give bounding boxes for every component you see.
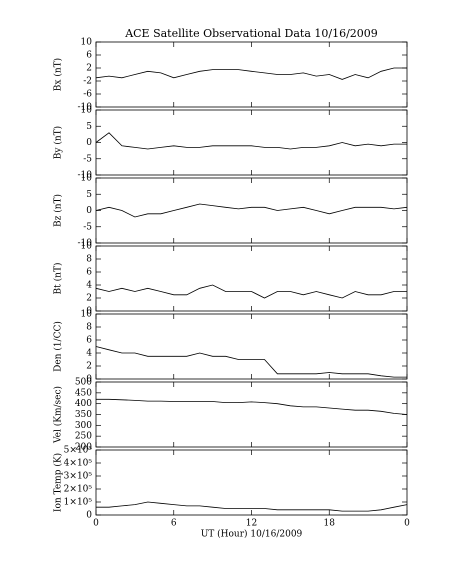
y-tick-label: 4 [86,349,92,359]
panel-frame [95,41,408,108]
y-tick-label: -5 [83,222,92,232]
y-tick-label: -10 [78,103,93,113]
panel-frame [95,109,408,176]
y-tick-label: 10 [81,174,93,184]
y-tick-label: 8 [86,323,92,333]
y-tick-label: 8 [86,255,92,265]
y-tick-label: 5 [86,122,92,132]
panel-frame [95,245,408,312]
y-axis-label: Bx (nT) [53,58,64,91]
y-tick-label: 400 [75,399,92,409]
y-axis-label: Den (1/CC) [53,321,64,372]
x-tick-label: 6 [171,519,177,529]
panel-frame [95,449,408,516]
y-tick-label: 10 [81,310,93,320]
y-tick-label: -5 [83,154,92,164]
data-line [95,67,407,80]
y-tick-label: 10 [81,106,93,116]
y-axis-label: Bt (nT) [53,263,64,295]
y-tick-label: 300 [75,421,92,431]
data-line [95,203,408,218]
y-tick-label: 0 [86,307,92,317]
y-tick-label: 2 [86,294,92,304]
y-tick-label: 5×10⁵ [64,446,93,456]
y-tick-label: 10 [81,38,93,48]
x-axis-label: UT (Hour) 10/16/2009 [201,529,303,540]
panel-frame [95,381,408,448]
y-tick-label: 0 [86,206,92,216]
panel-frame [95,313,408,380]
y-tick-label: -10 [78,171,93,181]
y-tick-label: 0 [86,375,92,385]
y-tick-label: 450 [75,388,92,398]
y-tick-label: 2×10⁵ [64,485,93,495]
y-tick-label: 350 [75,410,92,420]
y-tick-label: -10 [78,239,93,249]
y-tick-label: 6 [86,268,92,278]
y-tick-label: 200 [75,443,92,453]
y-axis-label: Ion Temp (K) [53,453,64,512]
y-tick-label: 6 [86,51,92,61]
y-tick-label: 500 [75,378,92,388]
y-axis-label: Vel (Km/sec) [53,386,64,444]
y-axis-label: By (nT) [53,126,64,159]
y-tick-label: 1×10⁵ [64,498,93,508]
y-tick-label: 250 [75,432,92,442]
data-line [96,501,408,512]
y-tick-label: 10 [81,242,93,252]
data-line [96,398,408,415]
y-tick-label: -2 [83,77,92,87]
x-tick-label: 0 [404,519,410,529]
y-tick-label: 0 [86,138,92,148]
y-tick-label: 4 [86,281,92,291]
data-line [95,346,407,378]
y-tick-label: 5 [86,190,92,200]
y-tick-label: 3×10⁵ [64,472,93,482]
y-tick-label: 0 [86,511,92,521]
panel-frame [95,177,408,244]
x-tick-label: 0 [93,519,99,529]
chart-title: ACE Satellite Observational Data 10/16/2… [124,27,378,40]
data-line [95,284,407,299]
y-tick-label: -6 [83,90,92,100]
y-tick-label: 4×10⁵ [64,459,93,469]
y-tick-label: 2 [86,362,92,372]
y-tick-label: 2 [86,64,92,74]
data-line [95,132,407,150]
x-tick-label: 18 [324,519,336,529]
y-axis-label: Bz (nT) [53,194,64,227]
y-tick-label: 6 [86,336,92,346]
x-tick-label: 12 [246,519,257,529]
